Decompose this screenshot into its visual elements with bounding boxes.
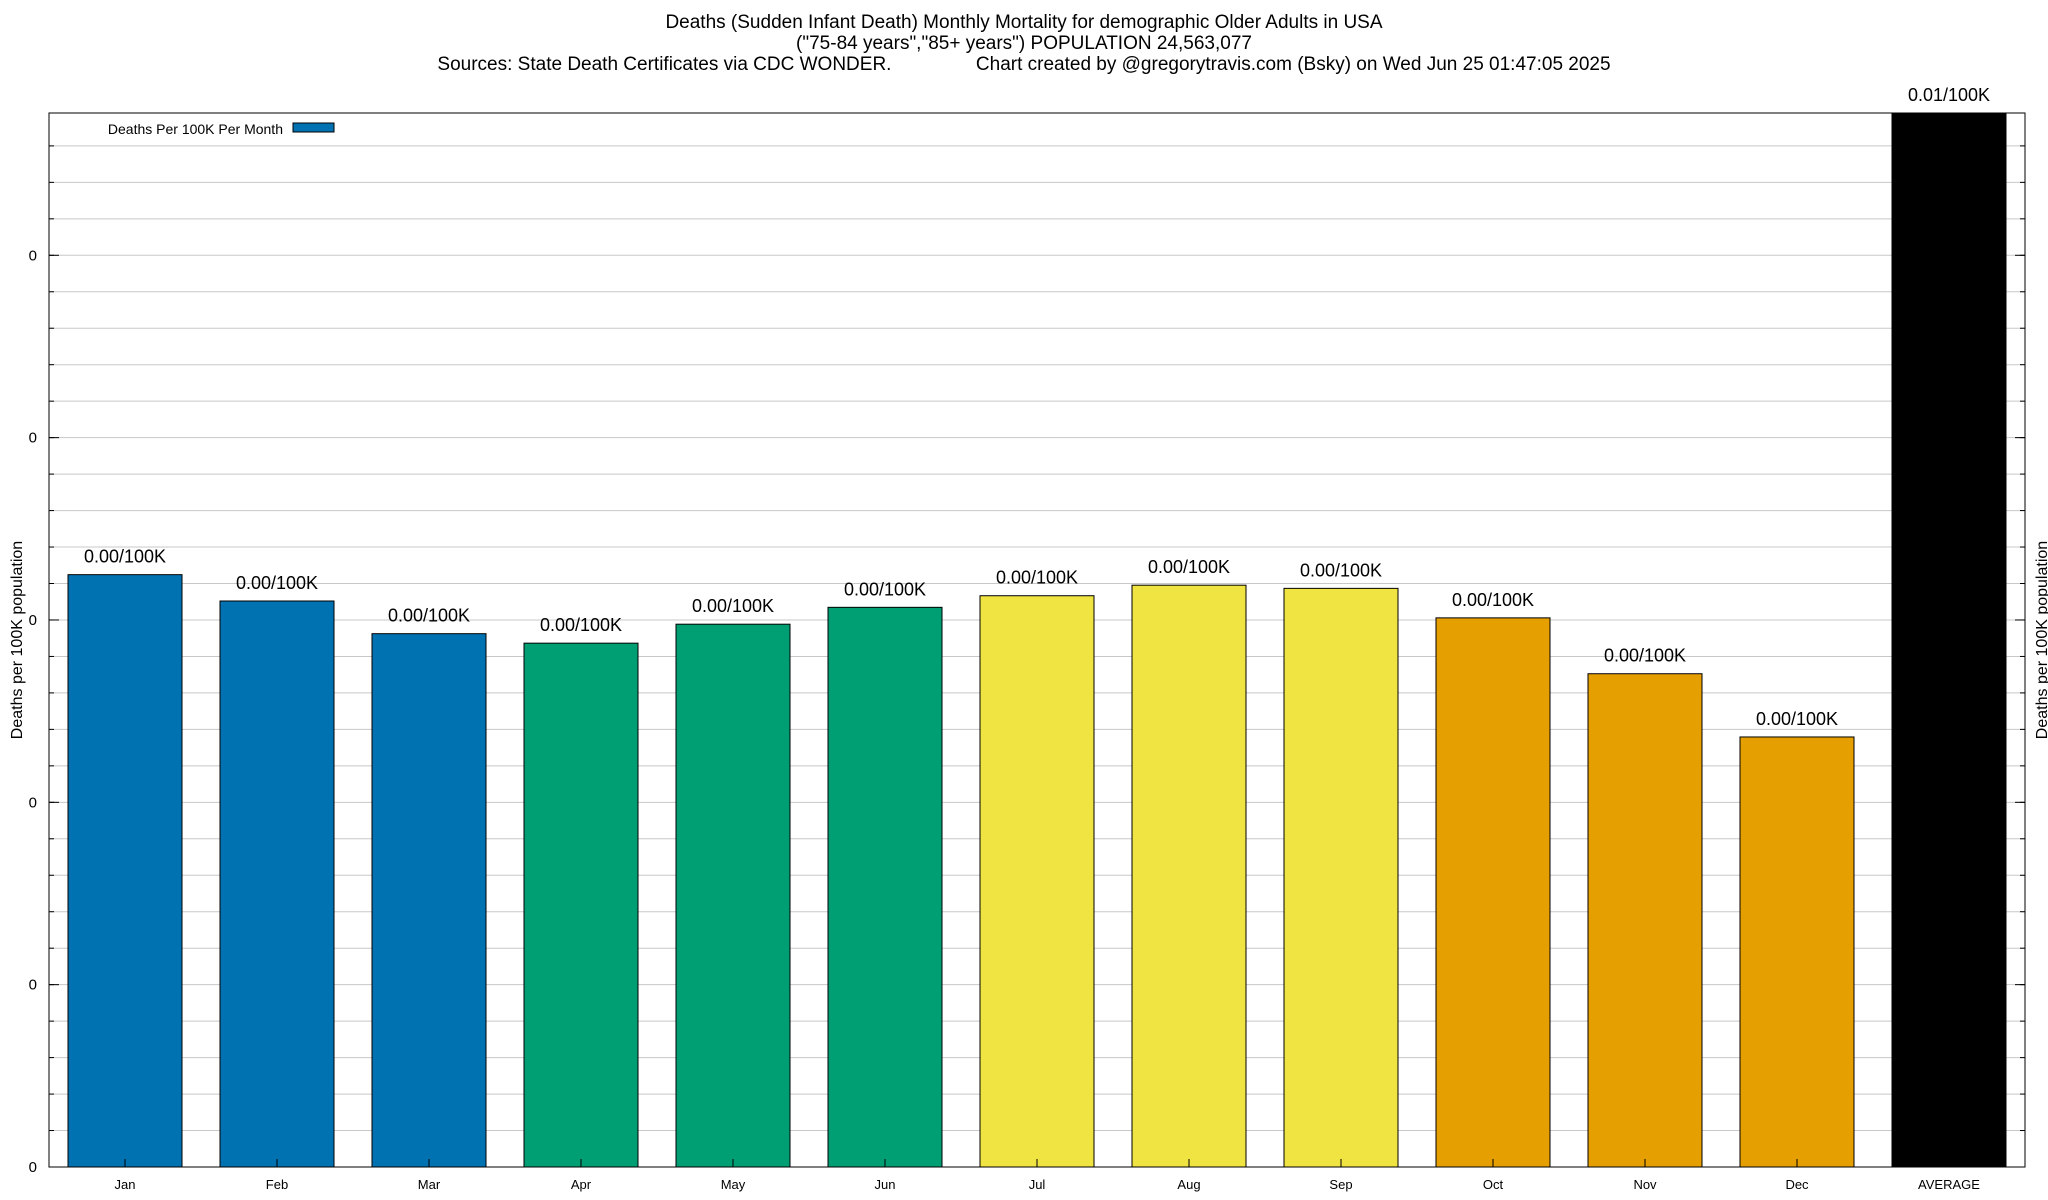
bar [1739,736,1855,1168]
bar [523,642,639,1168]
x-tick-label: May [721,1177,746,1192]
data-label: 0.00/100K [84,547,166,567]
bar [1435,617,1551,1168]
y-tick-label: 0 [29,612,37,629]
bar [979,595,1095,1168]
chart-subtitle-population: ("75-84 years","85+ years") POPULATION 2… [796,33,1252,54]
bar [371,633,487,1168]
x-tick-label: Sep [1329,1177,1352,1192]
bar [1131,584,1247,1168]
bar [1891,112,2007,1168]
x-tick-label: Jun [875,1177,896,1192]
data-label: 0.01/100K [1908,85,1990,105]
bars [67,112,2007,1168]
bar [827,606,943,1168]
data-label: 0.00/100K [1604,646,1686,666]
bar [1587,673,1703,1168]
legend: Deaths Per 100K Per Month [108,121,335,137]
y-tick-label: 0 [29,794,37,811]
legend-swatch [292,122,335,133]
chart-title-block: Deaths (Sudden Infant Death) Monthly Mor… [0,12,2048,75]
data-label: 0.00/100K [844,579,926,599]
x-tick-label: AVERAGE [1918,1177,1980,1192]
data-label: 0.00/100K [1148,557,1230,577]
bar [675,623,791,1168]
data-label: 0.00/100K [692,596,774,616]
x-tick-label: Mar [418,1177,441,1192]
chart-subtitle-sources: Sources: State Death Certificates via CD… [437,54,1611,75]
data-label: 0.00/100K [1452,590,1534,610]
x-tick-label: Jul [1029,1177,1046,1192]
axis-ticks: 0 0 0 0 0 0 Jan Feb Mar Apr May Jun Jul Aug Sep Oct Nov D… [29,145,2025,1192]
y2-axis-label: Deaths per 100K population [2034,541,2048,739]
bar [67,574,183,1168]
x-tick-label: Feb [266,1177,288,1192]
x-tick-label: Dec [1785,1177,1809,1192]
data-label: 0.00/100K [236,573,318,593]
x-tick-label: Aug [1177,1177,1200,1192]
y-tick-label: 0 [29,247,37,264]
y-axis-label: Deaths per 100K population [9,541,26,739]
bar [219,600,335,1168]
x-tick-label: Nov [1633,1177,1657,1192]
data-label: 0.00/100K [1756,709,1838,729]
y-tick-label: 0 [29,1159,37,1176]
data-label: 0.00/100K [996,568,1078,588]
x-tick-label: Jan [115,1177,136,1192]
data-label: 0.00/100K [388,606,470,626]
y-tick-label: 0 [29,430,37,447]
chart-title: Deaths (Sudden Infant Death) Monthly Mor… [665,12,1383,33]
x-tick-label: Oct [1483,1177,1504,1192]
data-label: 0.00/100K [1300,560,1382,580]
bar [1283,587,1399,1168]
y-tick-label: 0 [29,977,37,994]
data-labels: 0.00/100K 0.00/100K 0.00/100K 0.00/100K 0.00… [84,85,1990,729]
legend-label: Deaths Per 100K Per Month [108,121,283,137]
x-tick-label: Apr [571,1177,592,1192]
data-label: 0.00/100K [540,615,622,635]
